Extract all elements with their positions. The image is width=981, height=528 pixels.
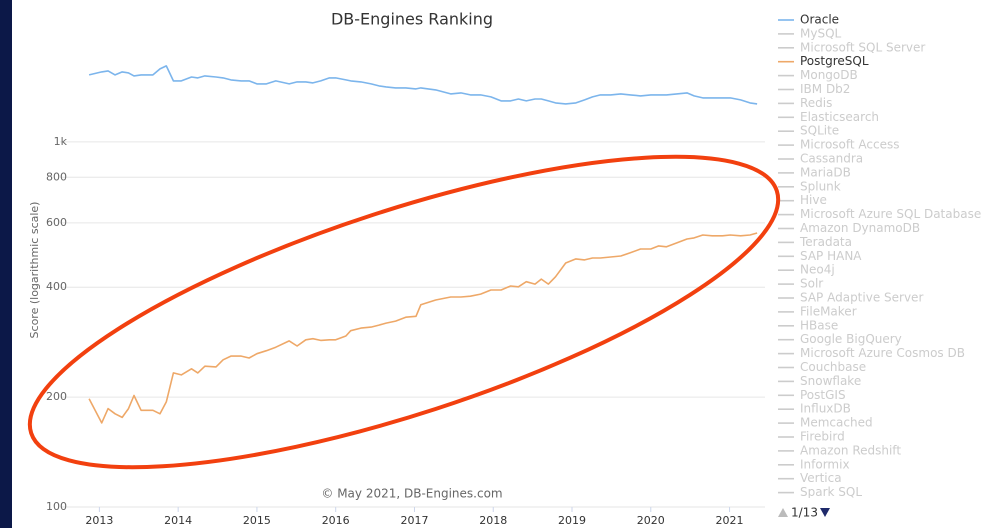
grid: 100 200 400 600 800 1k 2013 2014 2015 2016 2017 201… [46, 135, 765, 527]
x-tick-label: 2021 [716, 514, 744, 527]
legend-label[interactable]: Neo4j [800, 263, 835, 277]
legend-label[interactable]: Teradata [799, 235, 852, 249]
chart-title: DB-Engines Ranking [331, 10, 493, 29]
highlight-ellipse [27, 154, 781, 470]
y-tick-label: 800 [46, 170, 67, 183]
legend-label[interactable]: Memcached [800, 416, 873, 430]
legend-label[interactable]: Snowflake [800, 374, 861, 388]
legend-label[interactable]: Oracle [800, 13, 839, 27]
x-tick-label: 2019 [558, 514, 586, 527]
y-axis-title: Score (logarithmic scale) [28, 202, 41, 339]
legend-label[interactable]: MongoDB [800, 68, 858, 82]
series-line [88, 65, 758, 105]
legend-label[interactable]: Spark SQL [800, 485, 862, 499]
x-tick-label: 2020 [637, 514, 665, 527]
x-tick-label: 2018 [479, 514, 507, 527]
legend-label[interactable]: Vertica [800, 471, 842, 485]
legend-label[interactable]: Redis [800, 96, 832, 110]
legend-label[interactable]: PostgreSQL [800, 54, 869, 68]
legend-label[interactable]: Splunk [800, 179, 841, 193]
y-tick-label: 100 [46, 500, 67, 513]
x-tick-label: 2015 [243, 514, 271, 527]
x-tick-label: 2017 [400, 514, 428, 527]
legend-label[interactable]: Amazon Redshift [800, 443, 901, 457]
legend-label[interactable]: FileMaker [800, 304, 857, 318]
legend-next[interactable] [820, 508, 830, 517]
legend-label[interactable]: Google BigQuery [800, 332, 902, 346]
legend-label[interactable]: Hive [800, 193, 827, 207]
y-tick-label: 200 [46, 390, 67, 403]
legend-label[interactable]: Microsoft SQL Server [800, 40, 925, 54]
legend-label[interactable]: Solr [800, 277, 823, 291]
x-tick-label: 2014 [164, 514, 192, 527]
legend-label[interactable]: Microsoft Azure Cosmos DB [800, 346, 965, 360]
plot [88, 65, 758, 424]
legend-label[interactable]: Informix [800, 457, 850, 471]
side-bar [0, 0, 12, 528]
legend-label[interactable]: Couchbase [800, 360, 866, 374]
legend-label[interactable]: IBM Db2 [800, 82, 850, 96]
legend-label[interactable]: InfluxDB [800, 402, 851, 416]
legend-label[interactable]: Amazon DynamoDB [800, 221, 920, 235]
legend-prev[interactable] [778, 508, 788, 517]
legend-label[interactable]: SQLite [800, 124, 839, 138]
legend-label[interactable]: MariaDB [800, 165, 851, 179]
legend-label[interactable]: MySQL [800, 26, 842, 40]
x-tick-label: 2013 [85, 514, 113, 527]
legend-label[interactable]: Microsoft Access [800, 138, 900, 152]
legend-page: 1/13 [791, 506, 818, 520]
legend-label[interactable]: PostGIS [800, 388, 846, 402]
legend-label[interactable]: Firebird [800, 430, 845, 444]
legend-label[interactable]: Elasticsearch [800, 110, 879, 124]
y-tick-label: 600 [46, 216, 67, 229]
x-tick-label: 2016 [322, 514, 350, 527]
legend-label[interactable]: SAP HANA [800, 249, 862, 263]
y-tick-label: 400 [46, 280, 67, 293]
legend-label[interactable]: SAP Adaptive Server [800, 291, 923, 305]
series-line [88, 232, 758, 424]
y-tick-label: 1k [54, 135, 68, 148]
credits: © May 2021, DB-Engines.com [321, 487, 502, 501]
legend-label[interactable]: Microsoft Azure SQL Database [800, 207, 981, 221]
legend-label[interactable]: Cassandra [800, 152, 863, 166]
legend-label[interactable]: HBase [800, 318, 838, 332]
